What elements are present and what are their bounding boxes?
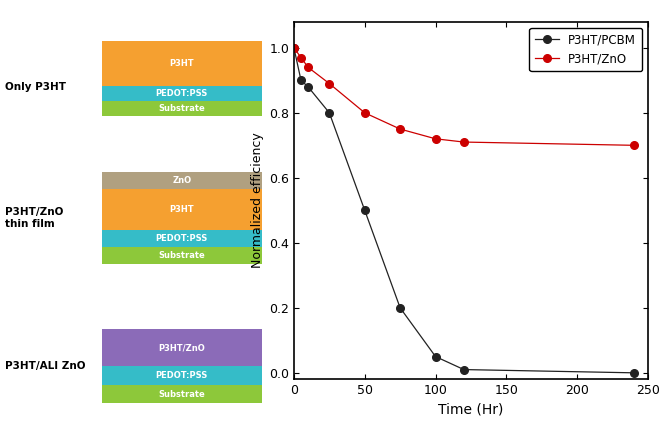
P3HT/ZnO: [325, 81, 333, 86]
Text: P3HT: P3HT: [170, 59, 194, 68]
P3HT/ZnO: [396, 126, 404, 132]
P3HT/PCBM: [297, 78, 305, 83]
P3HT/ZnO: [297, 55, 305, 60]
Bar: [102, 247, 262, 264]
P3HT/ZnO: [432, 136, 440, 141]
Text: PEDOT:PSS: PEDOT:PSS: [156, 371, 208, 380]
Bar: [102, 231, 262, 247]
Bar: [102, 385, 262, 403]
Text: ZnO: ZnO: [172, 176, 191, 185]
P3HT/ZnO: [304, 65, 312, 70]
Y-axis label: Normalized efficiency: Normalized efficiency: [250, 133, 263, 269]
Bar: [102, 86, 262, 101]
Legend: P3HT/PCBM, P3HT/ZnO: P3HT/PCBM, P3HT/ZnO: [529, 28, 642, 72]
Line: P3HT/PCBM: P3HT/PCBM: [290, 44, 638, 377]
Text: PEDOT:PSS: PEDOT:PSS: [156, 234, 208, 243]
Text: Only P3HT: Only P3HT: [5, 82, 66, 92]
P3HT/PCBM: [361, 208, 369, 213]
P3HT/PCBM: [432, 354, 440, 359]
P3HT/PCBM: [396, 305, 404, 310]
P3HT/PCBM: [290, 45, 298, 51]
Text: P3HT: P3HT: [170, 205, 194, 214]
P3HT/PCBM: [460, 367, 468, 372]
X-axis label: Time (Hr): Time (Hr): [438, 403, 504, 417]
P3HT/ZnO: [630, 143, 638, 148]
Bar: [102, 329, 262, 366]
Text: PEDOT:PSS: PEDOT:PSS: [156, 89, 208, 98]
Text: Substrate: Substrate: [158, 389, 205, 399]
Bar: [102, 41, 262, 86]
Text: P3HT/ZnO
thin film: P3HT/ZnO thin film: [5, 207, 63, 229]
Text: Substrate: Substrate: [158, 251, 205, 260]
Bar: [102, 172, 262, 189]
Text: P3HT/ZnO: P3HT/ZnO: [158, 343, 205, 352]
Text: Substrate: Substrate: [158, 104, 205, 112]
Text: P3HT/ALI ZnO: P3HT/ALI ZnO: [5, 361, 86, 371]
P3HT/ZnO: [361, 110, 369, 116]
Line: P3HT/ZnO: P3HT/ZnO: [290, 44, 638, 149]
P3HT/PCBM: [325, 110, 333, 116]
P3HT/ZnO: [290, 45, 298, 51]
Bar: [102, 189, 262, 231]
P3HT/ZnO: [460, 140, 468, 145]
Bar: [102, 366, 262, 385]
Bar: [102, 101, 262, 116]
P3HT/PCBM: [304, 84, 312, 89]
P3HT/PCBM: [630, 370, 638, 375]
